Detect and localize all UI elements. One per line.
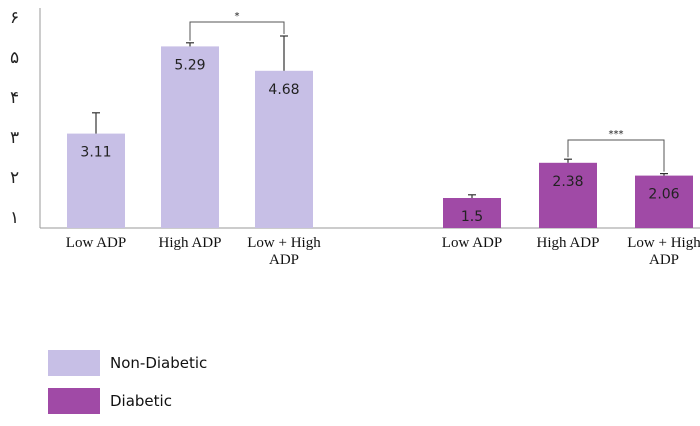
x-tick-label: Low + High ADP: [627, 235, 700, 268]
y-tick-label: ٣: [10, 128, 19, 148]
x-tick-label: Low ADP: [442, 235, 502, 251]
x-tick-label: Low + High ADP: [247, 235, 321, 268]
significance-bracket: [190, 22, 284, 41]
significance-label: *: [235, 11, 240, 22]
y-tick-label: ۵: [10, 48, 19, 68]
legend-item-diabetic: Diabetic: [48, 388, 207, 414]
significance-label: ***: [609, 129, 624, 140]
data-label: 5.29: [174, 57, 205, 73]
data-label: 2.06: [648, 187, 679, 203]
legend-label-diabetic: Diabetic: [110, 392, 172, 410]
y-tick-label: ۴: [10, 88, 19, 108]
data-label: 2.38: [552, 174, 583, 190]
legend: Non-Diabetic Diabetic: [48, 350, 207, 426]
legend-label-non-diabetic: Non-Diabetic: [110, 354, 207, 372]
x-tick-label: High ADP: [537, 235, 600, 251]
bar: [161, 46, 219, 228]
legend-swatch-diabetic: [48, 388, 100, 414]
legend-item-non-diabetic: Non-Diabetic: [48, 350, 207, 376]
y-tick-label: ۶: [10, 8, 19, 28]
x-tick-label: High ADP: [159, 235, 222, 251]
legend-swatch-non-diabetic: [48, 350, 100, 376]
x-tick-label: Low ADP: [66, 235, 126, 251]
data-label: 1.5: [461, 209, 483, 225]
data-label: 4.68: [268, 82, 299, 98]
y-tick-label: ١: [10, 208, 19, 228]
y-tick-label: ٢: [10, 168, 19, 188]
data-label: 3.11: [80, 145, 111, 161]
bar: [539, 163, 597, 228]
